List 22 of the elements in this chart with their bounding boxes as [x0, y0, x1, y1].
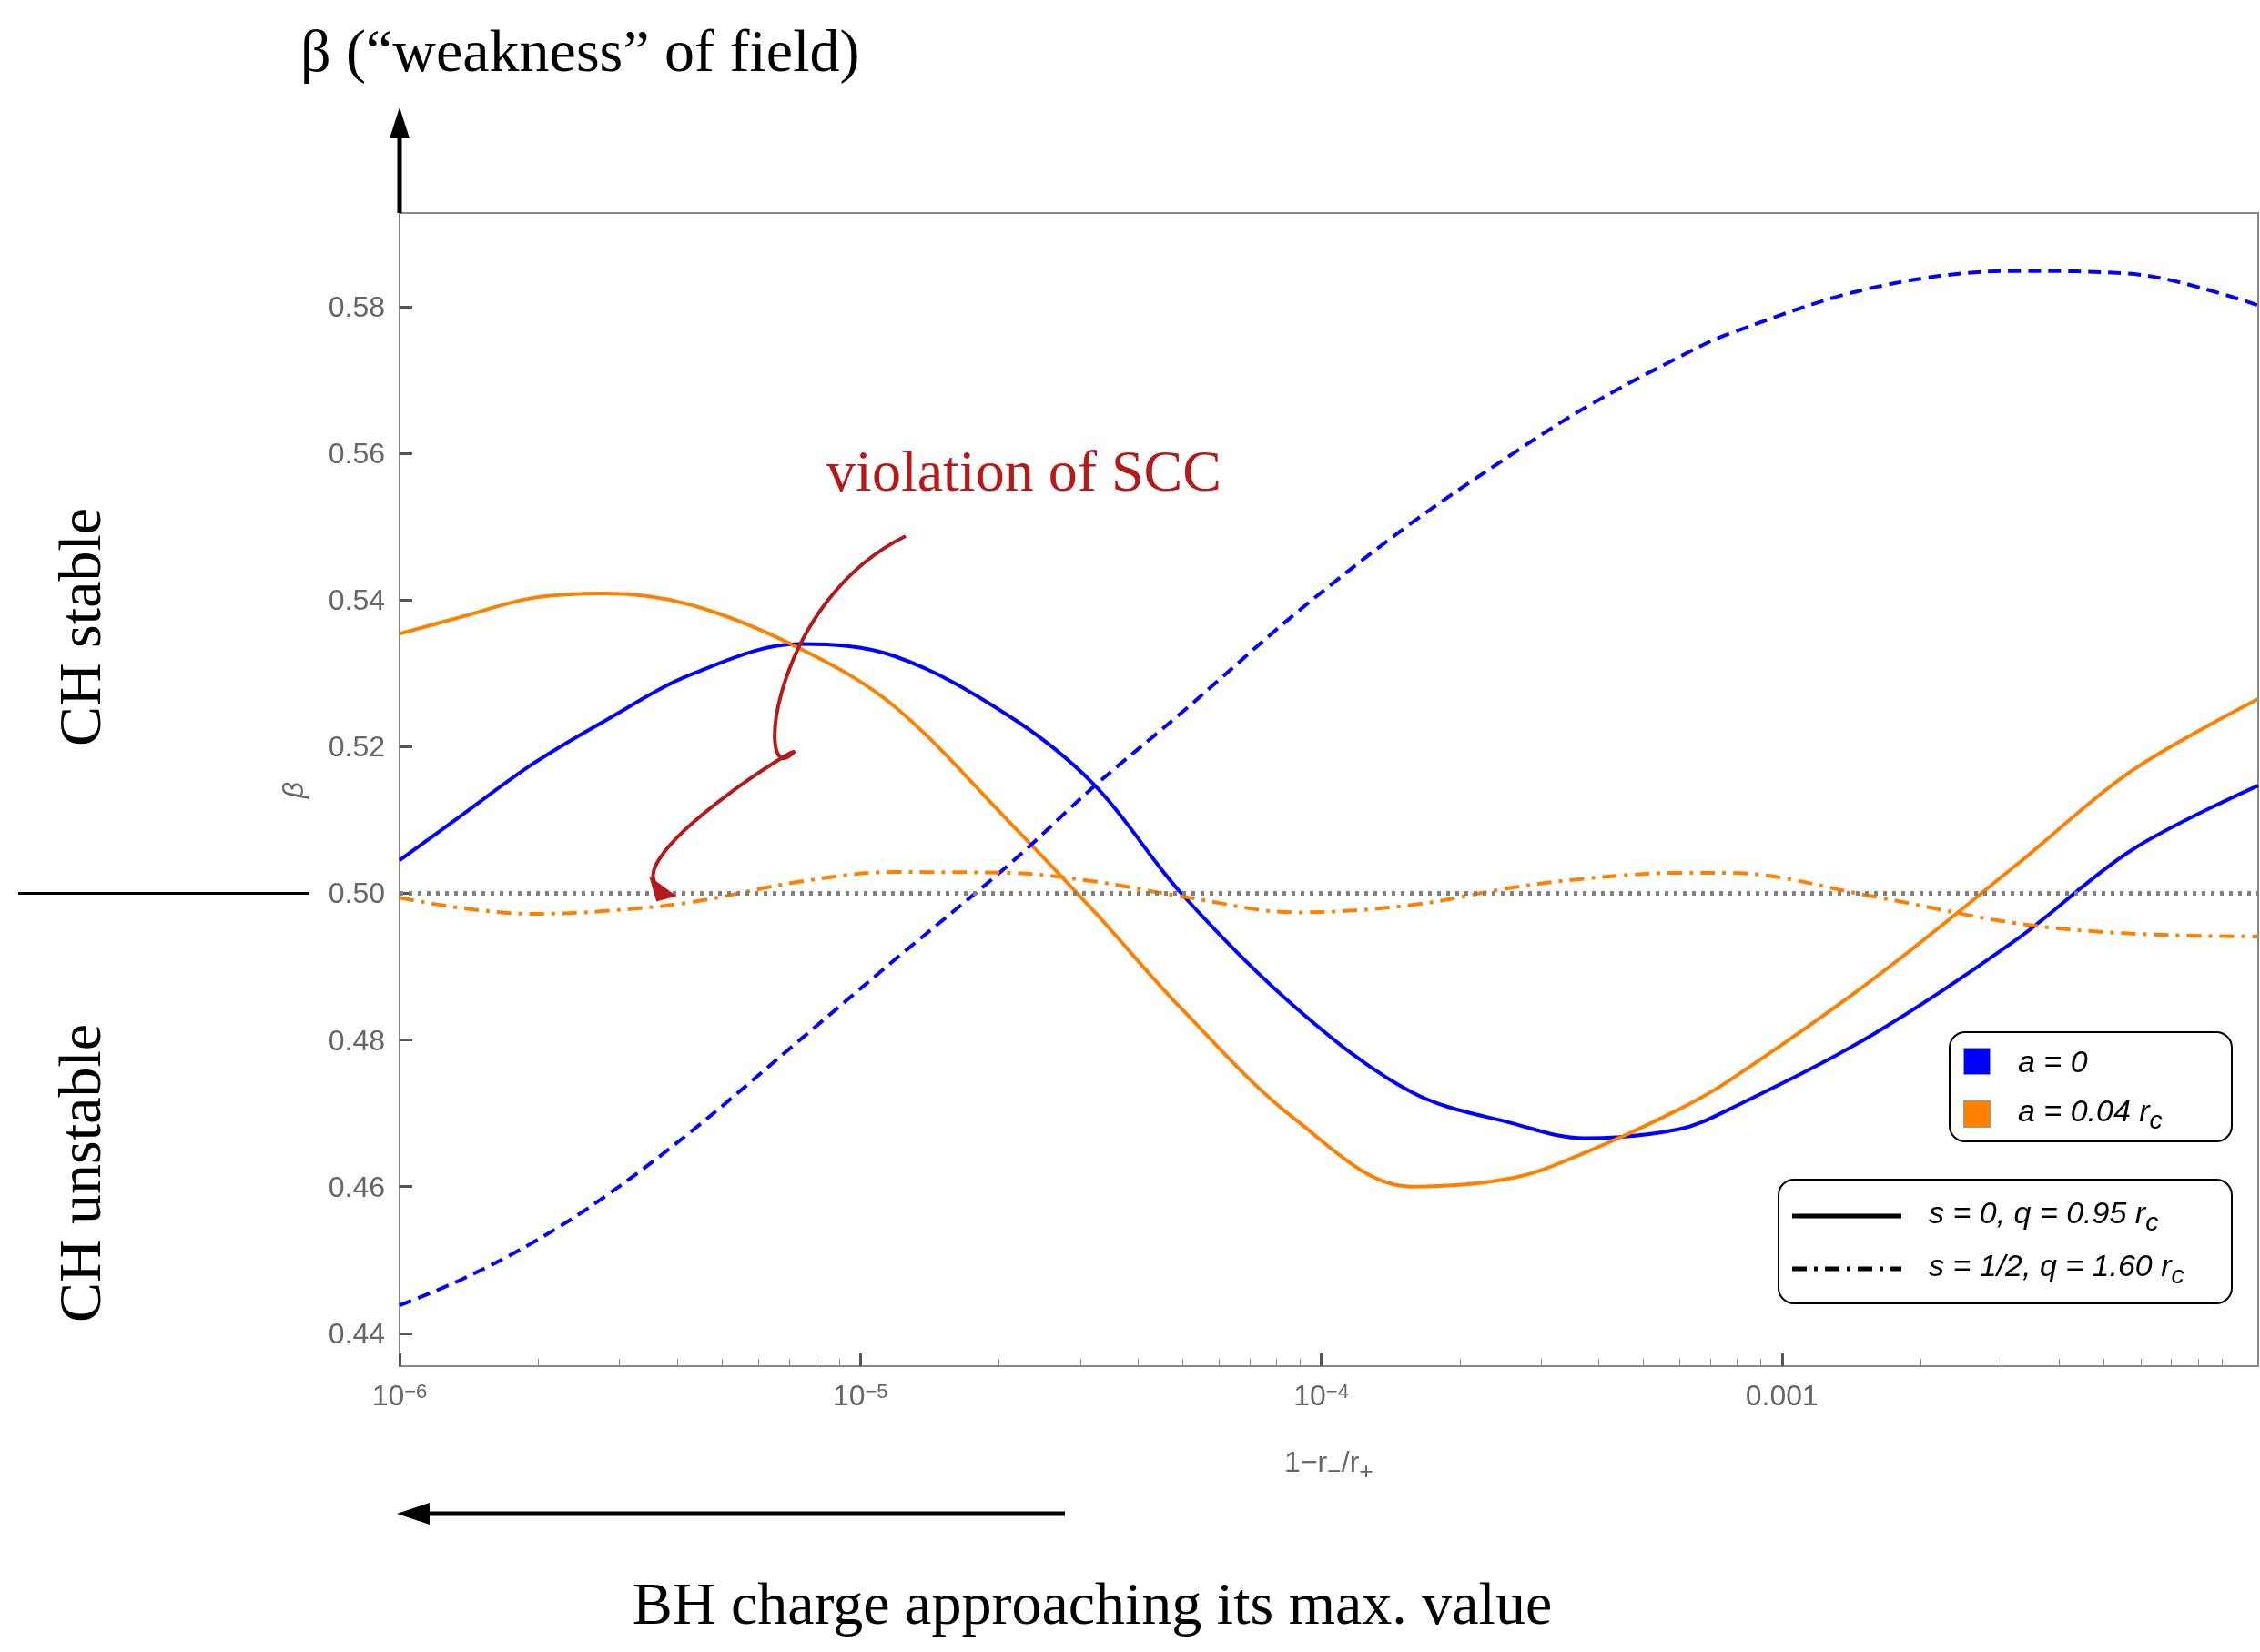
y-tick-label: 0.56: [328, 437, 385, 471]
key-box: a = 0 a = 0.04 r$_{c}$: [1949, 1031, 2233, 1142]
annotation: s = 1/2, q = 1.60 r$_{c}$: [1929, 1248, 2184, 1290]
text: BH charge approaching its max. value: [632, 1569, 1553, 1638]
y-tick-label: 0.58: [328, 290, 385, 324]
annotation: s = 0, q = 0.95 r$_{c}$: [1929, 1195, 2159, 1237]
y-tick-label: 0.52: [328, 730, 385, 764]
y-tick-label: 0.48: [328, 1023, 385, 1057]
y-tick-label: 0.50: [328, 877, 385, 910]
text: CH stable: [46, 508, 114, 747]
x-axis-title: 1−r$_{−}$/r$_{+}$: [1284, 1445, 1373, 1485]
chart-title: β (“weakness” of field): [300, 16, 860, 86]
annotation: violation of SCC: [826, 438, 1221, 505]
y-tick-label: 0.46: [328, 1170, 385, 1203]
key-box: s = 0, q = 0.95 r$_{c}$ s = 1/2, q = 1.60 r$_{c}$: [1778, 1179, 2233, 1304]
y-tick-label: 0.54: [328, 583, 385, 617]
text: CH unstable: [46, 1024, 114, 1323]
annotation: a = 0: [2018, 1043, 2088, 1079]
y-axis-title: β: [276, 781, 310, 798]
y-tick-label: 0.44: [328, 1316, 385, 1350]
annotation: a = 0.04 r$_{c}$: [2018, 1093, 2163, 1135]
x-tick-label: 0.001: [1745, 1379, 1819, 1412]
